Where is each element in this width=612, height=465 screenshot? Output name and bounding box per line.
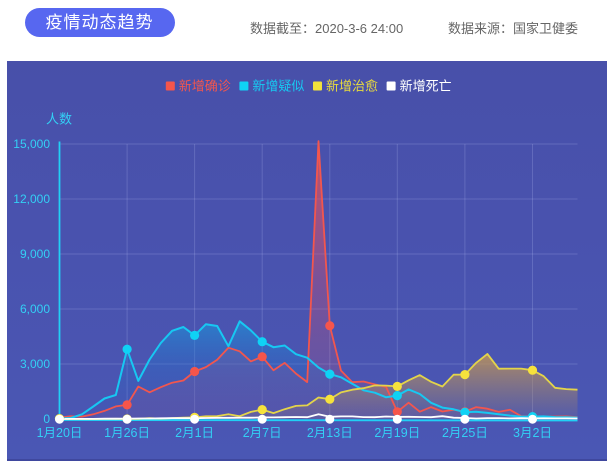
svg-text:2月13日: 2月13日 bbox=[307, 426, 353, 440]
svg-text:3,000: 3,000 bbox=[20, 357, 50, 371]
svg-text:0: 0 bbox=[43, 412, 50, 426]
svg-text:2月19日: 2月19日 bbox=[374, 426, 420, 440]
svg-text:1月20日: 1月20日 bbox=[37, 426, 83, 440]
svg-text:9,000: 9,000 bbox=[20, 247, 50, 261]
svg-text:人数: 人数 bbox=[46, 112, 72, 127]
svg-text:新增死亡: 新增死亡 bbox=[400, 79, 452, 94]
svg-text:3月2日: 3月2日 bbox=[513, 426, 552, 440]
svg-text:6,000: 6,000 bbox=[20, 302, 50, 316]
svg-text:2月7日: 2月7日 bbox=[243, 426, 282, 440]
svg-text:新增确诊: 新增确诊 bbox=[179, 79, 231, 94]
svg-text:15,000: 15,000 bbox=[13, 137, 50, 151]
svg-text:12,000: 12,000 bbox=[13, 192, 50, 206]
svg-text:2月25日: 2月25日 bbox=[442, 426, 488, 440]
svg-text:新增疑似: 新增疑似 bbox=[252, 79, 304, 94]
svg-text:新增治愈: 新增治愈 bbox=[326, 79, 378, 94]
svg-text:2月1日: 2月1日 bbox=[175, 426, 214, 440]
svg-text:1月26日: 1月26日 bbox=[104, 426, 150, 440]
